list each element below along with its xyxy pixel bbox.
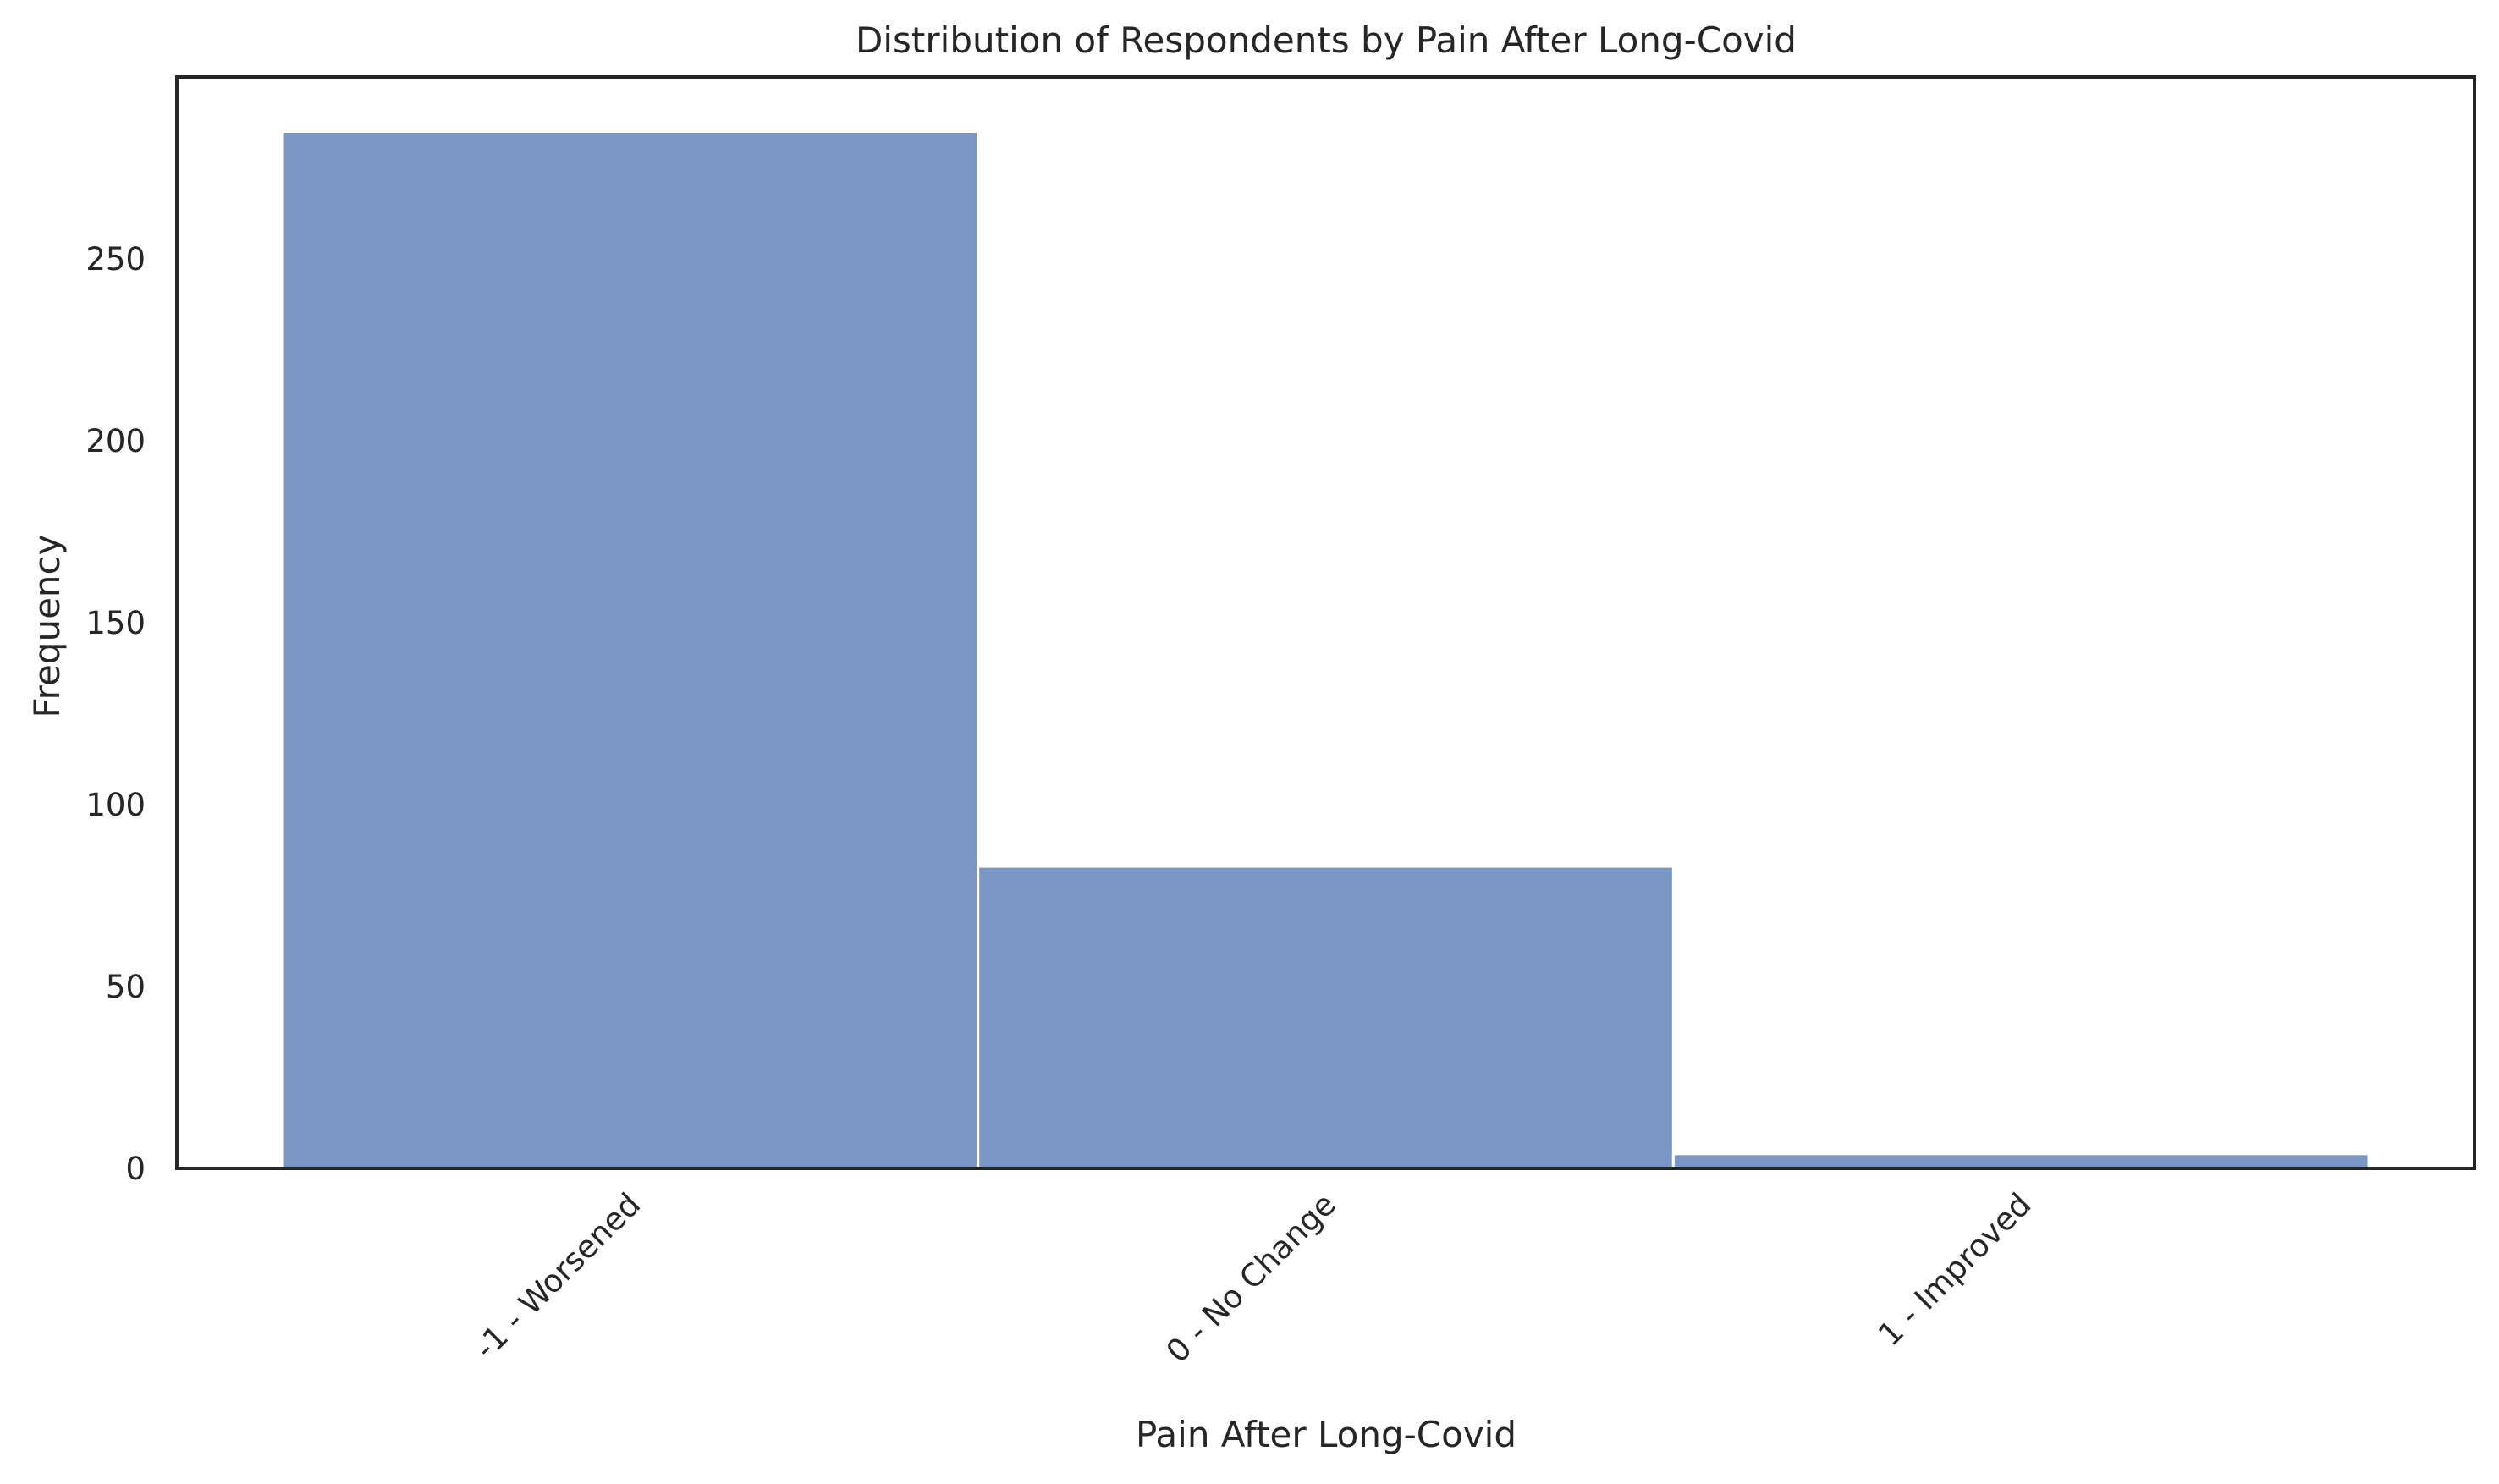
chart-title: Distribution of Respondents by Pain Afte… xyxy=(856,19,1797,61)
y-axis-label: Frequency xyxy=(26,535,68,718)
y-axis-ticks: 0 50 100 150 200 250 xyxy=(85,241,146,1187)
y-tick-label: 250 xyxy=(85,241,146,278)
bar-1 xyxy=(281,130,980,1170)
x-axis-label: Pain After Long-Covid xyxy=(1136,1414,1516,1455)
y-tick-label: 0 xyxy=(125,1151,146,1187)
bar-2 xyxy=(977,865,1675,1170)
y-tick-label: 50 xyxy=(106,969,146,1005)
x-tick-label: 1 - Improved xyxy=(1871,1186,2038,1353)
y-tick-label: 200 xyxy=(85,423,146,459)
y-tick-label: 100 xyxy=(85,787,146,823)
x-axis-ticks: -1 - Worsened 0 - No Change 1 - Improved xyxy=(468,1186,2039,1370)
bar-3 xyxy=(1671,1152,2370,1170)
y-tick-label: 150 xyxy=(85,605,146,641)
x-tick-label: 0 - No Change xyxy=(1159,1186,1343,1370)
x-tick-label: -1 - Worsened xyxy=(468,1186,648,1366)
bars-group xyxy=(281,130,2370,1170)
plot-frame xyxy=(175,75,2476,1170)
